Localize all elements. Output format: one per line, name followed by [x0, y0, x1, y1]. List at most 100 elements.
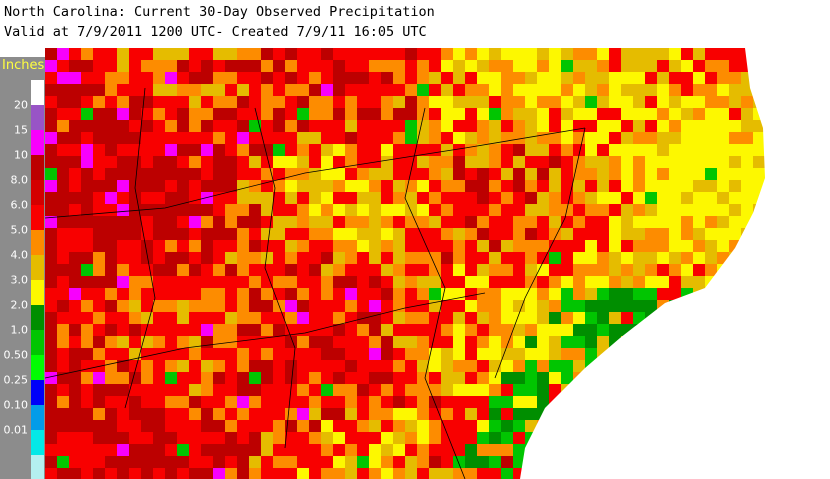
precip-cell — [753, 444, 765, 456]
precip-cell — [597, 348, 609, 360]
precip-cell — [585, 60, 597, 72]
precip-cell — [225, 312, 237, 324]
precip-cell — [93, 420, 105, 432]
precip-cell — [285, 288, 297, 300]
precip-cell — [45, 252, 57, 264]
precip-cell — [393, 468, 405, 479]
precip-cell — [309, 60, 321, 72]
precip-cell — [429, 432, 441, 444]
precip-cell — [381, 204, 393, 216]
precip-cell — [429, 216, 441, 228]
precip-cell — [285, 372, 297, 384]
precip-cell — [729, 240, 741, 252]
precip-cell — [633, 84, 645, 96]
precip-cell — [381, 156, 393, 168]
precip-cell — [405, 396, 417, 408]
precip-cell — [261, 456, 273, 468]
precip-cell — [477, 336, 489, 348]
precip-cell — [273, 60, 285, 72]
precip-cell — [81, 396, 93, 408]
precip-cell — [489, 348, 501, 360]
precip-cell — [657, 96, 669, 108]
precip-cell — [81, 180, 93, 192]
precip-cell — [105, 180, 117, 192]
precip-cell — [513, 168, 525, 180]
precip-cell — [657, 408, 669, 420]
precip-cell — [633, 168, 645, 180]
precip-cell — [321, 300, 333, 312]
precip-cell — [189, 48, 201, 60]
precip-cell — [321, 168, 333, 180]
precip-cell — [69, 204, 81, 216]
precip-cell — [225, 228, 237, 240]
precip-cell — [141, 168, 153, 180]
precip-cell — [501, 240, 513, 252]
precip-cell — [621, 252, 633, 264]
precip-cell — [513, 144, 525, 156]
precip-cell — [369, 312, 381, 324]
precip-cell — [237, 240, 249, 252]
precip-cell — [69, 456, 81, 468]
precip-cell — [705, 420, 717, 432]
precip-cell — [129, 72, 141, 84]
precip-cell — [57, 264, 69, 276]
precip-cell — [729, 348, 741, 360]
precip-cell — [429, 180, 441, 192]
precip-cell — [237, 456, 249, 468]
precip-cell — [681, 264, 693, 276]
precip-cell — [765, 444, 777, 456]
precip-cell — [273, 132, 285, 144]
precip-cell — [657, 252, 669, 264]
precip-cell — [165, 180, 177, 192]
precip-cell — [621, 192, 633, 204]
precip-cell — [705, 300, 717, 312]
precip-cell — [405, 228, 417, 240]
precip-cell — [645, 408, 657, 420]
precip-cell — [669, 168, 681, 180]
precip-cell — [345, 336, 357, 348]
precip-cell — [645, 420, 657, 432]
precip-cell — [417, 396, 429, 408]
precip-cell — [309, 48, 321, 60]
precip-cell — [381, 252, 393, 264]
precip-cell — [405, 168, 417, 180]
precip-cell — [573, 456, 585, 468]
precip-cell — [45, 156, 57, 168]
precip-cell — [717, 432, 729, 444]
precip-cell — [669, 396, 681, 408]
legend-swatch — [31, 380, 44, 405]
precip-cell — [489, 60, 501, 72]
precip-cell — [513, 192, 525, 204]
precip-cell — [465, 336, 477, 348]
precip-cell — [249, 288, 261, 300]
precip-cell — [537, 468, 549, 479]
precip-cell — [573, 84, 585, 96]
precip-cell — [717, 252, 729, 264]
precip-cell — [705, 216, 717, 228]
precip-cell — [45, 432, 57, 444]
precip-cell — [285, 276, 297, 288]
precip-cell — [741, 204, 753, 216]
precip-cell — [573, 120, 585, 132]
precip-cell — [573, 372, 585, 384]
precip-cell — [297, 468, 309, 479]
precip-cell — [693, 444, 705, 456]
precip-cell — [669, 132, 681, 144]
precip-cell — [153, 432, 165, 444]
precip-cell — [69, 396, 81, 408]
precip-cell — [705, 468, 717, 479]
precip-cell — [45, 456, 57, 468]
precip-cell — [177, 288, 189, 300]
precip-cell — [561, 252, 573, 264]
precip-cell — [117, 288, 129, 300]
precip-cell — [453, 180, 465, 192]
precip-cell — [309, 228, 321, 240]
precip-cell — [717, 156, 729, 168]
precip-cell — [645, 432, 657, 444]
precip-cell — [717, 228, 729, 240]
precip-cell — [237, 324, 249, 336]
precip-cell — [429, 252, 441, 264]
precip-cell — [549, 372, 561, 384]
precip-cell — [573, 444, 585, 456]
precip-cell — [489, 288, 501, 300]
